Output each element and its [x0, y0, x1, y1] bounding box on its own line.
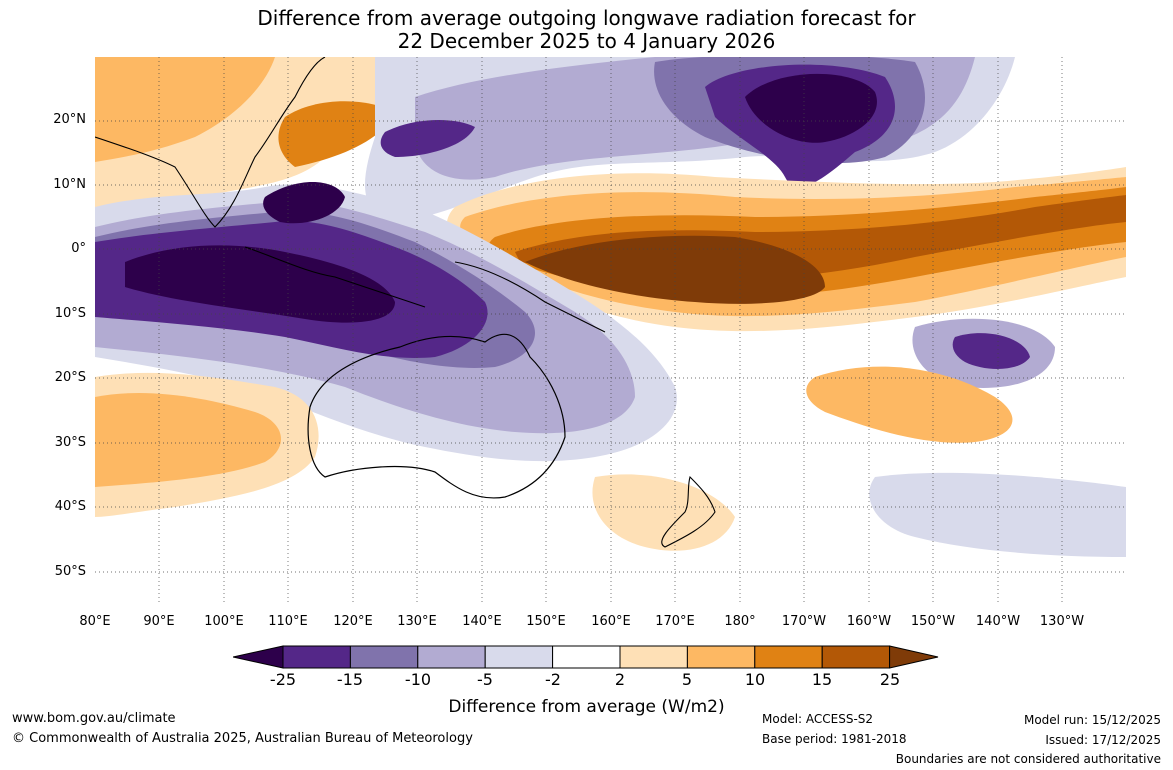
- asia-coastline: [95, 57, 326, 228]
- australia-coastline: [307, 333, 566, 499]
- olr-anomaly-map: [95, 57, 1126, 605]
- new-guinea-coastline: [454, 261, 606, 333]
- legend-tick: -15: [336, 670, 364, 689]
- legend-tick: 25: [879, 670, 901, 689]
- anomaly-region-south-pacific-dark: [952, 333, 1030, 369]
- anomaly-region-asia-mid: [95, 57, 275, 162]
- lat-label-20s: 20°S: [54, 370, 86, 385]
- anomaly-region-borneo-core: [263, 182, 345, 224]
- lat-label-0: 0°: [71, 241, 86, 256]
- legend-swatch: [484, 645, 554, 669]
- lat-label-20n: 20°N: [53, 112, 86, 127]
- map-gridlines: [95, 57, 1126, 605]
- legend-swatch: [619, 645, 688, 669]
- lon-label-150e: 150°E: [526, 614, 566, 629]
- legend-tick: 2: [614, 670, 626, 689]
- lon-label-180: 180°: [724, 614, 756, 629]
- footer-base-period: Base period: 1981-2018: [762, 732, 907, 746]
- anomaly-region-maritime-core: [125, 245, 395, 323]
- legend-swatch: [282, 645, 351, 669]
- lon-label-130e: 130°E: [397, 614, 437, 629]
- legend-tick: 10: [744, 670, 766, 689]
- map-title-line1: Difference from average outgoing longwav…: [257, 6, 916, 30]
- lon-label-160w: 160°W: [846, 614, 892, 629]
- lat-label-50s: 50°S: [54, 564, 86, 579]
- lat-label-10n: 10°N: [53, 177, 86, 192]
- legend-swatch-above-max: [889, 645, 939, 669]
- anomaly-region-south-pacific-orange: [806, 366, 1013, 443]
- legend-tick: 15: [811, 670, 833, 689]
- legend-tick: -2: [545, 670, 561, 689]
- map-title-line2: 22 December 2025 to 4 January 2026: [397, 29, 776, 53]
- anomaly-region-philippines-purple: [380, 120, 475, 157]
- lat-label-30s: 30°S: [54, 435, 86, 450]
- lon-label-170e: 170°E: [655, 614, 695, 629]
- anomaly-region-hawaii-core: [745, 73, 877, 143]
- lon-label-140w: 140°W: [975, 614, 1021, 629]
- new-zealand-coastline: [661, 475, 716, 548]
- footer-model: Model: ACCESS-S2: [762, 712, 874, 726]
- legend-swatch: [686, 645, 756, 669]
- lon-label-120e: 120°E: [333, 614, 373, 629]
- footer-issued: Issued: 17/12/2025: [1045, 733, 1161, 747]
- lon-label-90e: 90°E: [143, 614, 175, 629]
- legend-swatch: [417, 645, 486, 669]
- legend-swatch: [754, 645, 823, 669]
- legend-swatch: [821, 645, 891, 669]
- legend-tick: -10: [404, 670, 432, 689]
- legend-tick: -5: [477, 670, 493, 689]
- lon-label-110e: 110°E: [268, 614, 308, 629]
- lat-label-40s: 40°S: [54, 499, 86, 514]
- lon-label-130w: 130°W: [1039, 614, 1085, 629]
- anomaly-region-scs-orange: [278, 101, 395, 167]
- lon-label-80e: 80°E: [79, 614, 111, 629]
- legend-colorbar: [233, 645, 939, 669]
- legend-tick: 5: [681, 670, 693, 689]
- footer-copyright: © Commonwealth of Australia 2025, Austra…: [12, 731, 473, 746]
- indonesia-coastline: [244, 246, 426, 308]
- map-canvas: [95, 57, 1126, 605]
- footer-disclaimer: Boundaries are not considered authoritat…: [895, 752, 1161, 766]
- anomaly-region-new-zealand-light: [592, 474, 735, 551]
- lon-label-170w: 170°W: [781, 614, 827, 629]
- legend-swatch: [552, 645, 621, 669]
- legend-label: Difference from average (W/m2): [448, 697, 725, 717]
- footer-website[interactable]: www.bom.gov.au/climate: [12, 711, 176, 726]
- lon-label-100e: 100°E: [204, 614, 244, 629]
- footer-model-run: Model run: 15/12/2025: [1023, 713, 1161, 727]
- lon-label-140e: 140°E: [462, 614, 502, 629]
- lat-label-10s: 10°S: [54, 306, 86, 321]
- lon-label-150w: 150°W: [910, 614, 956, 629]
- legend-tick: -25: [269, 670, 297, 689]
- legend-swatch: [349, 645, 419, 669]
- anomaly-region-indian-ocean-orange: [95, 392, 282, 487]
- lon-label-160e: 160°E: [591, 614, 631, 629]
- legend-swatch-below-min: [233, 645, 284, 669]
